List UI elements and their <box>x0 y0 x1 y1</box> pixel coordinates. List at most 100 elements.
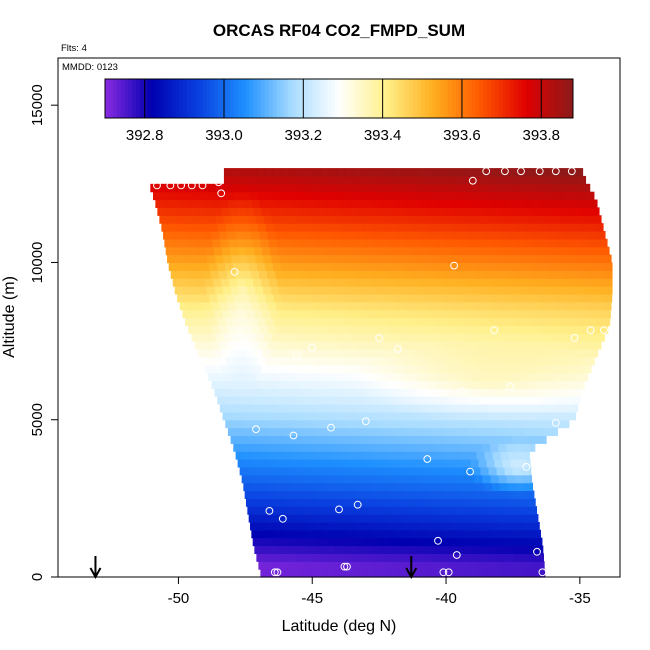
field-cell <box>302 309 312 319</box>
field-cell <box>296 168 305 177</box>
field-cell <box>354 223 363 232</box>
field-cell <box>436 482 445 492</box>
colorbar-swatch <box>147 79 153 118</box>
colorbar-swatch <box>432 79 437 118</box>
field-cell <box>453 490 463 499</box>
field-cell <box>318 309 328 319</box>
field-cell <box>385 317 395 326</box>
field-cell <box>238 435 248 444</box>
field-cell <box>414 498 424 507</box>
field-cell <box>257 474 267 484</box>
field-cell <box>393 317 403 326</box>
field-cell <box>428 380 437 389</box>
field-cell <box>349 490 358 499</box>
field-cell <box>338 356 347 366</box>
field-cell <box>367 435 376 444</box>
field-cell <box>602 262 611 271</box>
field-cell <box>261 459 271 468</box>
field-cell <box>382 459 391 468</box>
field-cell <box>343 286 352 295</box>
field-cell <box>275 199 285 209</box>
field-cell <box>352 175 362 185</box>
field-cell <box>504 168 514 177</box>
x-tick-label: -35 <box>569 590 591 607</box>
field-cell <box>385 443 395 452</box>
field-cell <box>352 333 361 342</box>
field-cell <box>572 341 581 350</box>
field-cell <box>398 207 407 216</box>
field-cell <box>424 553 434 562</box>
field-cell <box>303 506 313 515</box>
field-cell <box>489 372 498 382</box>
field-cell <box>334 348 344 358</box>
field-cell <box>427 482 437 492</box>
field-cell <box>337 191 347 201</box>
field-cell <box>425 191 435 201</box>
field-cell <box>346 356 355 366</box>
field-cell <box>551 348 561 358</box>
field-cell <box>286 183 296 193</box>
field-cell <box>368 215 377 224</box>
field-cell <box>316 301 325 311</box>
field-cell <box>373 490 382 499</box>
field-cell <box>405 490 414 499</box>
field-cell <box>472 254 481 264</box>
field-cell <box>308 404 317 413</box>
field-cell <box>341 278 350 287</box>
field-cell <box>475 341 485 350</box>
field-cell <box>344 466 353 476</box>
field-cell <box>291 231 301 240</box>
field-cell <box>425 396 435 405</box>
field-cell <box>248 168 257 177</box>
field-cell <box>541 238 551 248</box>
field-cell <box>430 246 440 256</box>
field-cell <box>273 443 283 452</box>
field-cell <box>275 380 285 389</box>
field-cell <box>567 309 577 319</box>
field-cell <box>296 553 306 562</box>
field-cell <box>476 482 485 492</box>
field-cell <box>401 396 411 405</box>
field-cell <box>307 451 317 460</box>
field-cell <box>570 396 580 405</box>
field-cell <box>436 301 446 311</box>
colorbar-swatch <box>561 79 566 118</box>
field-cell <box>331 529 341 539</box>
field-cell <box>569 175 578 185</box>
field-cell <box>474 317 483 326</box>
field-cell <box>264 168 273 177</box>
field-cell <box>313 293 323 303</box>
x-tick-label: -50 <box>168 590 190 607</box>
field-cell <box>480 333 490 342</box>
field-cell <box>210 341 220 350</box>
field-cell <box>448 506 457 515</box>
field-cell <box>438 498 448 507</box>
field-cell <box>237 459 247 468</box>
field-cell <box>281 419 291 429</box>
field-cell <box>438 246 448 256</box>
field-cell <box>495 435 505 444</box>
field-cell <box>296 372 306 382</box>
field-cell <box>255 215 265 224</box>
field-cell <box>254 183 264 193</box>
field-cell <box>472 175 482 185</box>
field-cell <box>565 301 574 311</box>
field-cell <box>214 286 224 295</box>
field-cell <box>324 427 333 437</box>
field-cell <box>249 443 258 452</box>
field-cell <box>431 411 440 421</box>
field-cell <box>269 207 279 216</box>
field-cell <box>340 325 350 334</box>
field-cell <box>535 388 545 397</box>
field-cell <box>366 246 376 256</box>
field-cell <box>572 199 582 209</box>
field-cell <box>364 569 374 578</box>
field-cell <box>193 191 202 201</box>
field-cell <box>462 459 472 468</box>
field-cell <box>260 301 269 311</box>
field-cell <box>407 286 417 295</box>
field-cell <box>226 341 236 350</box>
field-cell <box>509 490 519 499</box>
field-cell <box>597 301 606 311</box>
field-cell <box>332 427 341 437</box>
